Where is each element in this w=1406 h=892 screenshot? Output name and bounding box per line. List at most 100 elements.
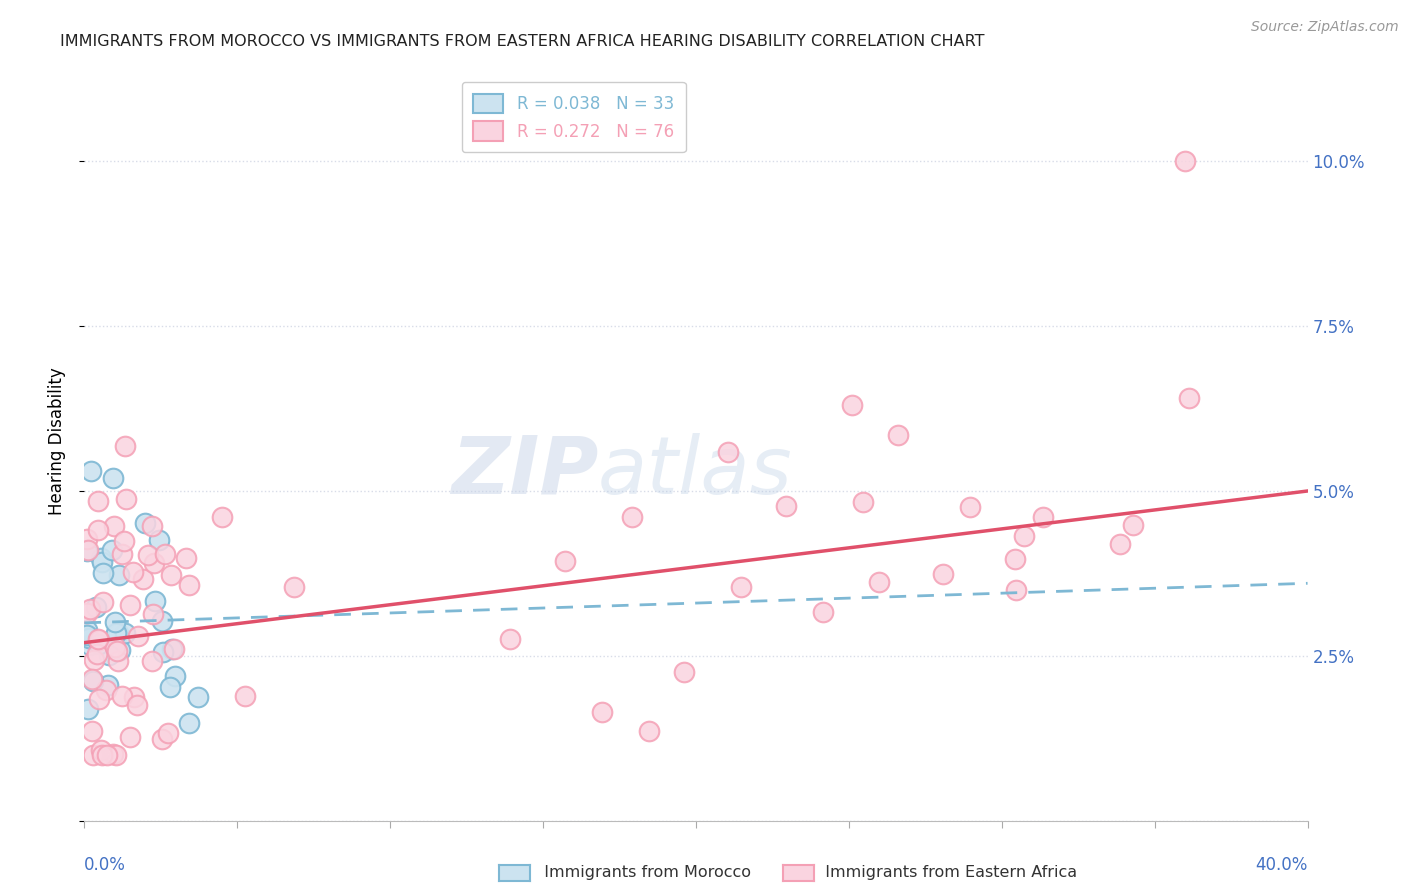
Text: Source: ZipAtlas.com: Source: ZipAtlas.com [1251,20,1399,34]
Point [775,499,797,513]
Point [87,523,110,537]
Point [811,605,834,619]
Point [82,723,104,738]
Point [96,683,118,698]
Point [177,716,200,731]
Point [177,577,200,591]
Point [101,471,124,485]
Text: atlas: atlas [598,433,793,511]
Point [153,547,176,561]
Point [959,500,981,515]
Point [114,439,136,453]
Point [87,632,110,647]
Point [157,725,180,739]
Point [841,398,863,412]
Point [152,645,174,659]
Point [142,607,165,621]
Point [86,647,108,661]
Point [111,547,134,561]
Point [104,747,127,762]
Point [90,743,112,757]
Text: Immigrants from Eastern Africa: Immigrants from Eastern Africa [815,865,1077,880]
Point [125,698,148,712]
Point [932,566,955,581]
Point [96,747,118,762]
Point [1122,517,1144,532]
Point [283,580,305,594]
Point [107,625,129,640]
Point [87,691,110,706]
Point [103,519,125,533]
Point [87,632,110,647]
Point [554,554,576,568]
Point [1032,510,1054,524]
Point [1109,537,1132,551]
Point [120,730,142,744]
Point [91,747,114,762]
Point [104,640,127,654]
Point [101,543,124,558]
Point [105,644,128,658]
Point [76,623,98,637]
Point [114,626,136,640]
Point [104,615,127,629]
Point [868,574,890,589]
Point [79,602,101,616]
Point [141,654,163,668]
Point [127,630,149,644]
Point [211,510,233,524]
Point [150,615,173,629]
Point [112,534,135,549]
Point [1178,392,1201,406]
Point [143,556,166,570]
Point [76,543,98,558]
Point [187,690,209,704]
Point [148,533,170,547]
Point [122,690,145,705]
Point [76,628,98,642]
Point [107,654,129,668]
Point [97,648,120,662]
Point [673,665,696,679]
Point [852,495,875,509]
Point [620,509,643,524]
Point [87,494,110,508]
Point [150,731,173,746]
Point [91,595,114,609]
Text: Immigrants from Morocco: Immigrants from Morocco [534,865,751,880]
Point [96,678,118,692]
Point [77,702,100,716]
Point [76,533,98,547]
Point [1174,154,1197,169]
Point [82,747,104,762]
Point [104,626,127,640]
Text: ZIP: ZIP [451,433,598,511]
Point [101,747,124,761]
Point [730,580,752,594]
Point [79,638,101,652]
Point [163,641,186,656]
Point [174,550,197,565]
Point [1012,529,1035,543]
Text: IMMIGRANTS FROM MOROCCO VS IMMIGRANTS FROM EASTERN AFRICA HEARING DISABILITY COR: IMMIGRANTS FROM MOROCCO VS IMMIGRANTS FR… [60,34,984,49]
Point [591,705,613,719]
Text: 40.0%: 40.0% [1256,856,1308,874]
Point [110,643,132,657]
Point [76,543,98,558]
Point [82,674,104,689]
Point [79,464,101,478]
Point [160,642,183,657]
Point [233,689,256,703]
Point [136,548,159,562]
Text: 0.0%: 0.0% [84,856,127,874]
Point [90,551,112,566]
Point [886,428,908,442]
Point [163,669,186,683]
Point [141,519,163,533]
Point [160,568,183,582]
Point [638,724,661,739]
Point [111,689,134,703]
Point [121,566,143,580]
Point [118,598,141,612]
Point [84,599,107,614]
